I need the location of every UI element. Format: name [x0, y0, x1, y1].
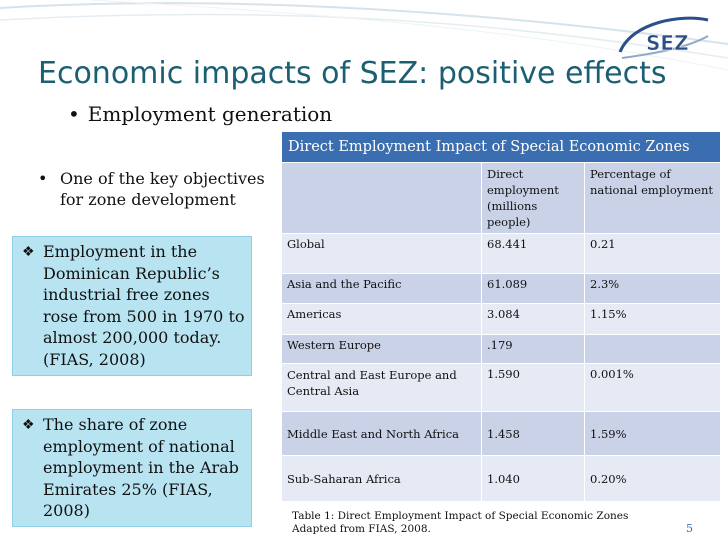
region-cell: Middle East and North Africa: [281, 411, 482, 456]
region-cell: Sub-Saharan Africa: [281, 455, 482, 502]
percent-cell: 1.59%: [584, 411, 721, 456]
logo-text: SEZ: [646, 31, 689, 55]
region-cell: Western Europe: [281, 334, 482, 364]
table-row: Middle East and North Africa 1.458 1.59%: [281, 411, 721, 456]
region-cell: Global: [281, 233, 482, 274]
callout-text: The share of zone employment of national…: [43, 415, 239, 520]
employment-cell: 1.040: [481, 455, 585, 502]
region-cell: Americas: [281, 303, 482, 335]
percent-cell: 1.15%: [584, 303, 721, 335]
objective-text: One of the key objectives for zone devel…: [60, 169, 265, 209]
region-cell: Asia and the Pacific: [281, 273, 482, 304]
caption-line-2: Adapted from FIAS, 2008.: [292, 523, 431, 535]
employment-cell: 1.458: [481, 411, 585, 456]
diamond-bullet-icon: ❖: [22, 417, 35, 433]
bullet-icon: •: [68, 102, 80, 126]
employment-cell: 61.089: [481, 273, 585, 304]
slide-title: Economic impacts of SEZ: positive effect…: [38, 56, 667, 91]
column-header-region: [281, 162, 482, 234]
table-title: Direct Employment Impact of Special Econ…: [281, 131, 721, 163]
percent-cell: 2.3%: [584, 273, 721, 304]
employment-cell: 3.084: [481, 303, 585, 335]
column-header-percent: Percentage of national employment: [584, 162, 721, 234]
table-column-header-row: Direct employment (millions people) Perc…: [281, 162, 721, 234]
table-row: Global 68.441 0.21: [281, 233, 721, 274]
callout-text: Employment in the Dominican Republic’s i…: [43, 242, 245, 369]
diamond-bullet-icon: ❖: [22, 244, 35, 260]
column-header-employment: Direct employment (millions people): [481, 162, 585, 234]
subtitle-bullet: • Employment generation: [68, 102, 332, 126]
page-number: 5: [686, 522, 693, 535]
table-row: Western Europe .179: [281, 334, 721, 364]
table-row: Asia and the Pacific 61.089 2.3%: [281, 273, 721, 304]
sez-logo: SEZ: [618, 16, 709, 59]
employment-cell: 1.590: [481, 363, 585, 412]
employment-cell: 68.441: [481, 233, 585, 274]
header-swoosh: [0, 0, 728, 71]
table-row: Sub-Saharan Africa 1.040 0.20%: [281, 455, 721, 502]
subtitle-text: Employment generation: [87, 102, 333, 126]
objective-bullet: • One of the key objectives for zone deve…: [38, 168, 290, 210]
percent-cell: 0.21: [584, 233, 721, 274]
region-cell: Central and East Europe and Central Asia: [281, 363, 482, 412]
employment-cell: .179: [481, 334, 585, 364]
percent-cell: 0.001%: [584, 363, 721, 412]
employment-impact-table: Direct Employment Impact of Special Econ…: [281, 131, 721, 502]
callout-arab-emirates: ❖ The share of zone employment of nation…: [12, 409, 252, 527]
table-row: Americas 3.084 1.15%: [281, 303, 721, 335]
percent-cell: 0.20%: [584, 455, 721, 502]
bullet-icon: •: [38, 169, 48, 188]
table-caption: Table 1: Direct Employment Impact of Spe…: [292, 510, 628, 536]
table-row: Central and East Europe and Central Asia…: [281, 363, 721, 412]
caption-line-1: Table 1: Direct Employment Impact of Spe…: [292, 510, 629, 522]
callout-dominican-republic: ❖ Employment in the Dominican Republic’s…: [12, 236, 252, 376]
percent-cell: [584, 334, 721, 364]
